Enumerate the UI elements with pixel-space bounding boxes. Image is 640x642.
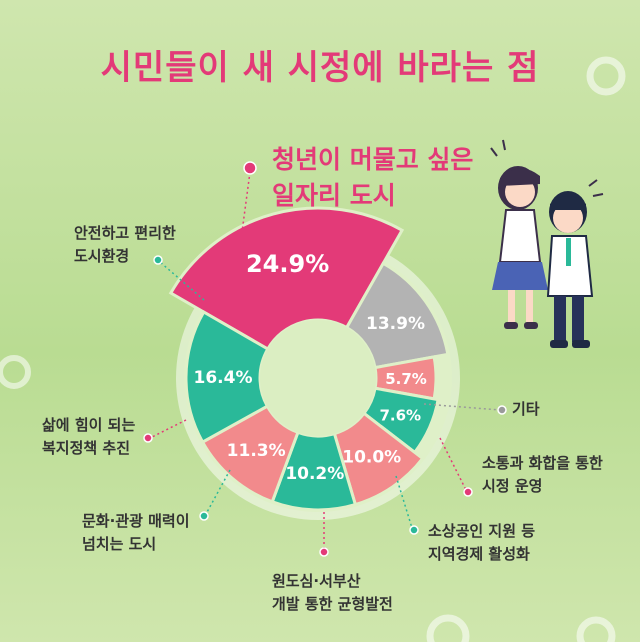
leader-dot [153, 255, 163, 265]
leader-dot [199, 511, 209, 521]
leader-line [439, 437, 467, 491]
decor-ring-icon [576, 616, 616, 642]
slice-percent-label: 7.6% [379, 406, 421, 424]
label-jobs-city: 청년이 머물고 싶은 일자리 도시 [272, 145, 474, 210]
label-etc: 기타 [512, 400, 540, 418]
leader-dot [497, 405, 507, 415]
label-culture-tourism: 문화·관광 매력이 넘치는 도시 [82, 512, 190, 553]
leader-dot [463, 487, 473, 497]
leader-dot [243, 161, 257, 175]
decor-ring-icon [586, 56, 626, 96]
label-local-economy: 소상공인 지원 등 지역경제 활성화 [428, 522, 536, 563]
leader-dot [409, 525, 419, 535]
slice-percent-label: 5.7% [385, 370, 427, 388]
decor-ring-icon [0, 355, 31, 389]
label-communication: 소통과 화합을 통한 시정 운영 [482, 454, 603, 495]
students-illustration-icon [490, 139, 604, 348]
slice-percent-label: 13.9% [366, 314, 425, 334]
label-safe-city: 안전하고 편리한 도시환경 [74, 224, 176, 265]
label-welfare: 삶에 힘이 되는 복지정책 추진 [42, 416, 136, 457]
slice-percent-label: 11.3% [227, 441, 286, 461]
slice-percent-label: 10.0% [342, 447, 401, 467]
slice-percent-label: 16.4% [194, 368, 253, 388]
slice-percent-label: 24.9% [246, 250, 329, 278]
decor-ring-icon [426, 614, 470, 642]
leader-dot [143, 433, 153, 443]
leader-dot [319, 547, 329, 557]
slice-percent-label: 10.2% [285, 464, 344, 484]
page-title: 시민들이 새 시정에 바라는 점 [100, 48, 540, 88]
donut-hole [260, 320, 376, 436]
leader-line [395, 475, 413, 529]
label-balanced-development: 원도심·서부산 개발 통한 균형발전 [272, 572, 393, 613]
leader-line [205, 469, 231, 515]
leader-line [149, 419, 187, 439]
leader-line [237, 171, 251, 263]
